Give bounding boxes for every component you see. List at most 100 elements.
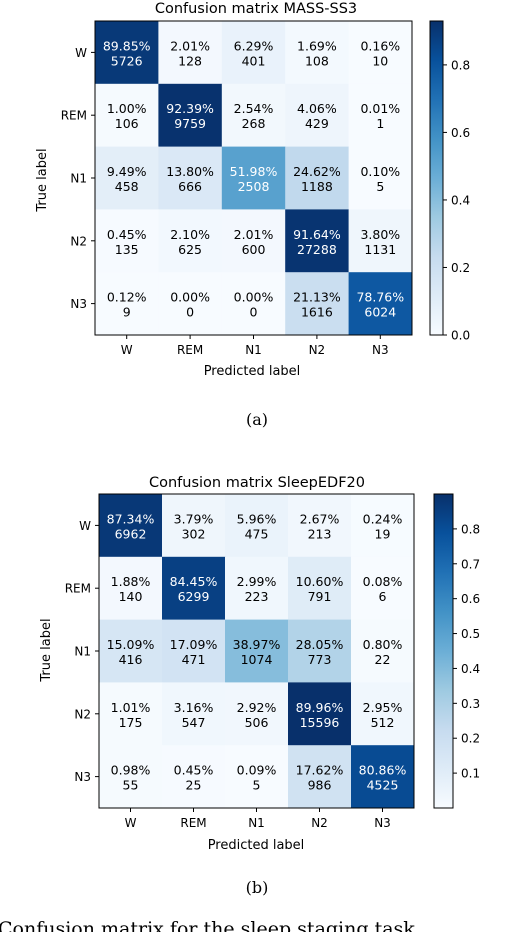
chart-a-y-tick-label-0: W <box>75 46 87 60</box>
confusion-matrix-chart-b: Confusion matrix SleepEDF20 87.34%6962 3.… <box>39 475 480 853</box>
cell-a-r4-c3 <box>285 272 349 336</box>
cell-b-r4-c2 <box>225 745 289 809</box>
caption-a: (a) <box>246 410 268 429</box>
cell-b-r3-c3-percent: 89.96% <box>296 700 344 715</box>
cell-a-r4-c3-percent: 21.13% <box>293 290 341 305</box>
cell-a-r4-c0-percent: 0.12% <box>107 290 147 305</box>
cell-a-r0-c4-percent: 0.16% <box>360 38 400 53</box>
cell-b-r3-c4-count: 512 <box>371 715 395 730</box>
cell-a-r4-c4-count: 6024 <box>364 305 396 320</box>
cell-a-r3-c4-count: 1131 <box>364 242 396 257</box>
cell-a-r4-c1-percent: 0.00% <box>170 290 210 305</box>
chart-b-colorbar-gradient <box>433 493 454 809</box>
footer-text: Confusion matrix for the sleep staging t… <box>0 918 415 932</box>
cell-a-r2-c3 <box>285 146 349 210</box>
chart-b-y-tick-labels: W REM N1 N2 N3 <box>65 519 99 784</box>
cell-b-r3-c1 <box>162 682 226 746</box>
chart-b-colorbar-tick-label-7: 0.8 <box>461 522 480 536</box>
cell-b-r1-c1-percent: 84.45% <box>170 574 218 589</box>
cell-a-r2-c0-percent: 9.49% <box>107 164 147 179</box>
cell-a-r3-c1 <box>158 209 223 273</box>
cell-a-r4-c2-percent: 0.00% <box>234 290 274 305</box>
cell-b-r1-c2-count: 223 <box>245 589 269 604</box>
cell-b-r4-c4 <box>351 745 415 809</box>
cell-a-r3-c3 <box>285 209 349 273</box>
cell-a-r1-c4-count: 1 <box>376 116 384 131</box>
cell-b-r3-c2 <box>225 682 289 746</box>
chart-b-y-tick-label-4: N3 <box>74 770 91 784</box>
cell-b-r0-c1 <box>162 494 226 558</box>
cell-b-r3-c2-count: 506 <box>245 715 269 730</box>
cell-b-r4-c4-percent: 80.86% <box>359 763 407 778</box>
cell-a-r0-c1-percent: 2.01% <box>170 38 210 53</box>
cell-a-r2-c2 <box>221 146 286 210</box>
cell-a-r1-c3-percent: 4.06% <box>297 101 337 116</box>
cell-b-r3-c0-percent: 1.01% <box>111 700 151 715</box>
cell-a-r3-c3-percent: 91.64% <box>293 227 341 242</box>
cell-b-r4-c2-count: 5 <box>253 778 261 793</box>
cell-a-r1-c1-count: 9759 <box>174 116 206 131</box>
cell-b-r2-c3 <box>288 619 352 683</box>
cell-a-r0-c3-percent: 1.69% <box>297 38 337 53</box>
cell-a-r2-c1 <box>158 146 223 210</box>
cell-b-r2-c2-percent: 38.97% <box>233 637 281 652</box>
cell-b-r3-c1-percent: 3.16% <box>174 700 214 715</box>
chart-b-colorbar: 0.1 0.2 0.3 0.4 0.5 0.6 0.7 0.8 <box>433 493 480 809</box>
cell-b-r2-c2 <box>225 619 289 683</box>
chart-a-colorbar: 0.0 0.2 0.4 0.6 0.8 <box>429 20 470 343</box>
chart-b-colorbar-tick-label-4: 0.5 <box>461 627 480 641</box>
cell-b-r4-c1-percent: 0.45% <box>174 763 214 778</box>
cell-a-r0-c4 <box>348 21 413 85</box>
cell-b-r0-c3-count: 213 <box>308 526 332 541</box>
chart-b-y-tick-label-0: W <box>79 519 91 533</box>
chart-a-y-tick-labels: W REM N1 N2 N3 <box>61 46 95 311</box>
cell-b-r2-c0-count: 416 <box>119 652 143 667</box>
cell-a-r1-c0-count: 106 <box>115 116 139 131</box>
cell-a-r3-c2-count: 600 <box>242 242 266 257</box>
cell-a-r4-c1-count: 0 <box>186 305 194 320</box>
chart-b-x-tick-label-2: N1 <box>248 816 265 830</box>
cell-a-r3-c4-percent: 3.80% <box>360 227 400 242</box>
cell-b-r0-c1-count: 302 <box>182 526 206 541</box>
cell-b-r1-c3-percent: 10.60% <box>296 574 344 589</box>
chart-b-y-tick-label-3: N2 <box>74 707 91 721</box>
cell-b-r0-c4-percent: 0.24% <box>363 511 403 526</box>
cell-b-r4-c3 <box>288 745 352 809</box>
cell-b-r3-c0-count: 175 <box>119 715 143 730</box>
cell-b-r1-c4-count: 6 <box>379 589 387 604</box>
cell-a-r4-c4-percent: 78.76% <box>356 290 404 305</box>
cell-a-r1-c2-count: 268 <box>242 116 266 131</box>
cell-b-r1-c0 <box>99 556 163 620</box>
cell-b-r3-c4 <box>351 682 415 746</box>
cell-a-r1-c1 <box>158 83 223 147</box>
cell-a-r2-c4 <box>348 146 413 210</box>
chart-a-y-axis-label: True label <box>35 148 50 212</box>
cell-b-r4-c4-count: 4525 <box>367 778 399 793</box>
cell-b-r0-c2-count: 475 <box>245 526 269 541</box>
cell-a-r1-c0-percent: 1.00% <box>107 101 147 116</box>
chart-b-colorbar-tick-label-3: 0.4 <box>461 662 480 676</box>
cell-b-r2-c1 <box>162 619 226 683</box>
chart-a-x-tick-label-4: N3 <box>372 343 389 357</box>
cell-a-r0-c4-count: 10 <box>372 53 388 68</box>
cell-a-r1-c4-percent: 0.01% <box>360 101 400 116</box>
chart-a-x-tick-label-2: N1 <box>245 343 262 357</box>
cell-b-r1-c4 <box>351 556 415 620</box>
chart-a-x-tick-label-1: REM <box>177 343 203 357</box>
cell-b-r2-c3-count: 773 <box>308 652 332 667</box>
cell-a-r0-c1 <box>158 21 223 85</box>
cell-b-r0-c0 <box>99 494 163 558</box>
cell-a-r4-c0 <box>95 272 159 336</box>
chart-a-colorbar-tick-label-0: 0.0 <box>451 329 470 343</box>
chart-a-colorbar-tick-label-1: 0.2 <box>451 261 470 275</box>
cell-a-r4-c2-count: 0 <box>250 305 258 320</box>
cell-a-r3-c0 <box>95 209 159 273</box>
chart-b-colorbar-tick-label-1: 0.2 <box>461 732 480 746</box>
cell-b-r1-c0-count: 140 <box>119 589 143 604</box>
cell-b-r4-c0-count: 55 <box>123 778 139 793</box>
cell-a-r2-c3-percent: 24.62% <box>293 164 341 179</box>
cell-b-r3-c3 <box>288 682 352 746</box>
chart-b-y-tick-label-2: N1 <box>74 645 91 659</box>
cell-b-r0-c3-percent: 2.67% <box>300 511 340 526</box>
